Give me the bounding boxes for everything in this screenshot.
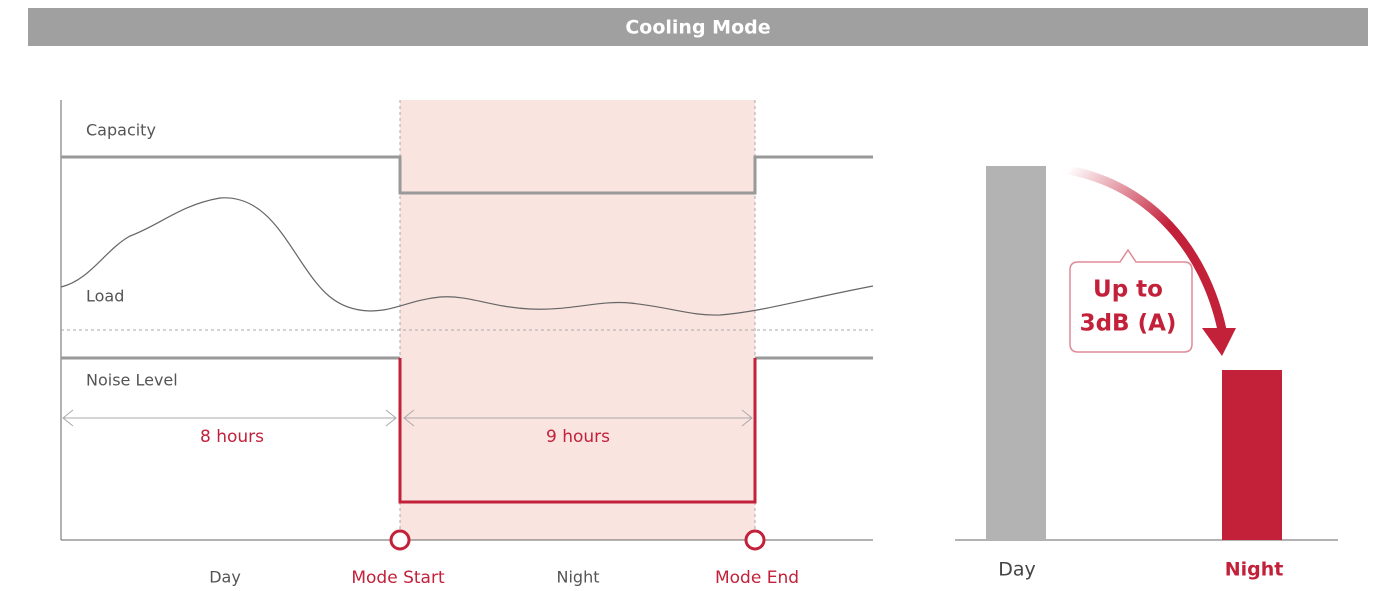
reduction-arrow [1067, 165, 1227, 331]
duration: 9 hours [546, 427, 610, 447]
capacity-line [61, 155, 873, 195]
header-title: Cooling Mode [625, 17, 770, 39]
category-label: Day [998, 559, 1036, 581]
duration-arrows [62, 409, 753, 427]
mode-marker [389, 529, 411, 551]
arrow-head [1202, 328, 1236, 356]
duration: 8 hours [200, 427, 264, 447]
mode-marker [744, 529, 766, 551]
label: Load [86, 287, 124, 306]
mode-area [400, 100, 755, 540]
axis-label: Night [557, 568, 600, 587]
label: Capacity [86, 121, 156, 140]
callout-text: 3dB (A) [1080, 311, 1177, 337]
callout [1069, 248, 1193, 353]
axis-label: Mode Start [351, 568, 445, 588]
load-curve [60, 197, 874, 316]
category-label: Night [1225, 559, 1284, 581]
axis-label: Mode End [715, 568, 799, 588]
header-bar [28, 8, 1368, 46]
axis-label: Day [209, 568, 241, 587]
callout-text: Up to [1093, 277, 1163, 303]
night-bar [1222, 370, 1282, 540]
noise-line-reduced [398, 358, 757, 504]
day-bar [986, 166, 1046, 540]
label: Noise Level [86, 371, 178, 390]
